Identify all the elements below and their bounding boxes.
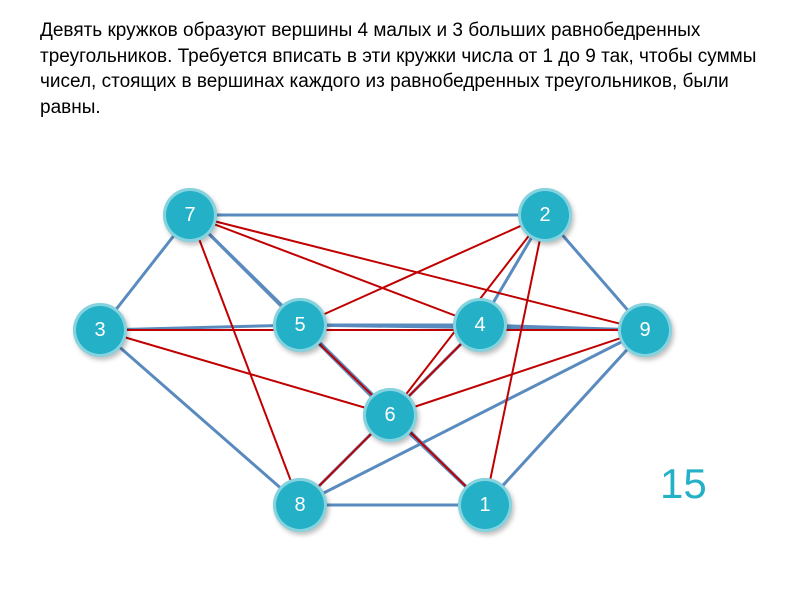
edge: [485, 215, 545, 505]
edge: [190, 215, 645, 330]
node-1: 1: [458, 478, 512, 532]
node-label: 6: [384, 404, 395, 427]
edge: [190, 215, 300, 505]
node-label: 4: [474, 314, 485, 337]
node-label: 8: [294, 494, 305, 517]
node-label: 5: [294, 314, 305, 337]
node-3: 3: [73, 303, 127, 357]
node-2: 2: [518, 188, 572, 242]
node-label: 2: [539, 204, 550, 227]
edge: [100, 330, 300, 505]
node-9: 9: [618, 303, 672, 357]
node-label: 7: [184, 204, 195, 227]
node-label: 1: [479, 494, 490, 517]
node-4: 4: [453, 298, 507, 352]
sum-value: 15: [660, 460, 707, 508]
node-5: 5: [273, 298, 327, 352]
node-8: 8: [273, 478, 327, 532]
diagram-canvas: [0, 0, 800, 600]
edge: [300, 330, 645, 505]
node-6: 6: [363, 388, 417, 442]
node-7: 7: [163, 188, 217, 242]
node-label: 9: [639, 319, 650, 342]
node-label: 3: [94, 319, 105, 342]
